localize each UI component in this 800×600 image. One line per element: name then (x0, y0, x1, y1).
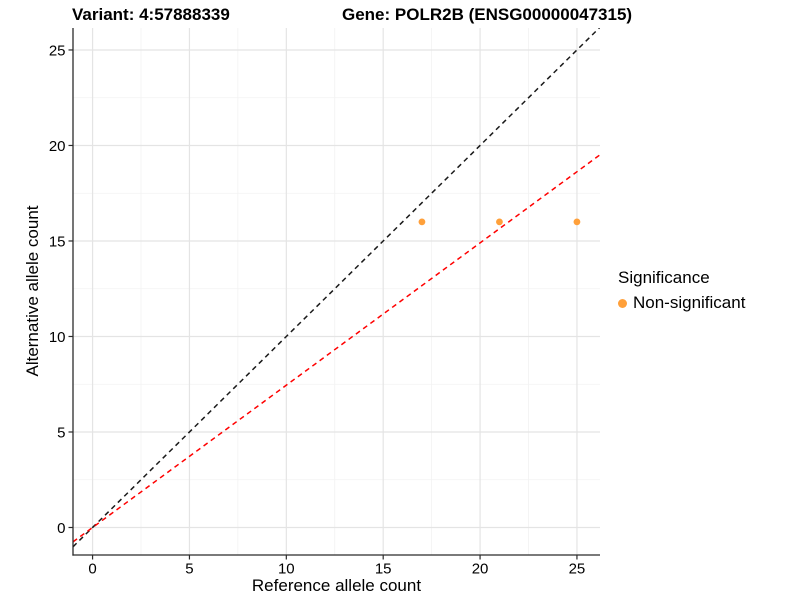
y-tick-label: 25 (49, 42, 66, 59)
legend: Significance Non-significant (618, 268, 745, 313)
legend-item-label: Non-significant (633, 293, 746, 312)
x-tick-label: 5 (185, 561, 193, 578)
x-tick-label: 10 (278, 561, 295, 578)
y-tick-label: 5 (57, 424, 65, 441)
x-tick-label: 0 (88, 561, 96, 578)
legend-point-swatch (618, 298, 627, 308)
y-tick-label: 0 (57, 520, 65, 537)
legend-item-non-significant: Non-significant (618, 293, 745, 313)
y-tick-label: 10 (49, 329, 66, 346)
identity-line (73, 28, 600, 548)
data-point (418, 218, 426, 226)
variant-title: Variant: 4:57888339 (72, 5, 230, 24)
y-axis-title: Alternative allele count (23, 205, 42, 377)
x-tick-label: 15 (375, 561, 392, 578)
data-point (573, 218, 581, 226)
x-axis-title: Reference allele count (251, 576, 422, 595)
data-point (496, 218, 503, 226)
x-tick-label: 25 (569, 561, 586, 578)
gene-title: Gene: POLR2B (ENSG00000047315) (342, 5, 633, 24)
expected-ratio-line (73, 154, 600, 543)
y-tick-label: 20 (49, 138, 66, 155)
y-tick-label: 15 (49, 233, 66, 250)
x-tick-label: 20 (472, 561, 489, 578)
legend-title: Significance (618, 268, 710, 287)
